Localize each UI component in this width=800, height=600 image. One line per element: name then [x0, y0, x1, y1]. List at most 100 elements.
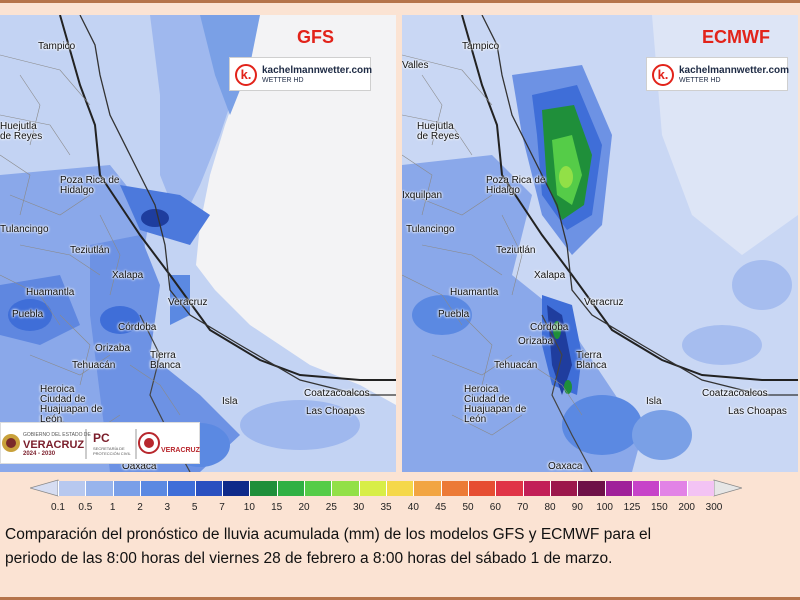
legend-swatch — [331, 481, 359, 496]
legend-swatch — [686, 481, 714, 496]
city-ixquilpan: Ixquilpan — [402, 190, 443, 201]
legend-swatch — [221, 481, 250, 496]
caption-line-2: periodo de las 8:00 horas del viernes 28… — [5, 550, 613, 567]
kachelmann-k-icon: k. — [235, 64, 257, 86]
legend-swatch — [440, 481, 468, 496]
city-huamantla: Huamantla — [450, 287, 499, 298]
legend-swatch — [413, 481, 441, 496]
city-teziutlan: Teziutlán — [70, 245, 110, 256]
legend-swatch — [631, 481, 660, 496]
legend-labels: 0.1 0.5 1 2 3 5 7 10 15 20 25 30 35 40 45 50 60 70 80 90 100… — [51, 502, 722, 516]
legend-swatch — [303, 481, 332, 496]
legend-swatch — [385, 481, 414, 496]
city-tulancingo: Tulancingo — [0, 224, 49, 235]
legend-label: 300 — [705, 502, 723, 513]
legend-label: 80 — [544, 502, 556, 513]
legend-label: 60 — [489, 502, 501, 513]
ecmwf-title: ECMWF — [702, 27, 770, 47]
city-orizaba: Orizaba — [518, 336, 554, 347]
legend-swatch — [139, 481, 168, 496]
legend-label: 3 — [164, 502, 171, 513]
city-tulancingo: Tulancingo — [406, 224, 455, 235]
city-las-choapas: Las Choapas — [306, 406, 365, 417]
legend-label: 2 — [137, 502, 143, 513]
legend-swatch — [522, 481, 550, 496]
legend-label: 0.5 — [78, 502, 93, 513]
legend-label: 25 — [325, 502, 337, 513]
legend-label: 90 — [571, 502, 583, 513]
legend-label: 70 — [517, 502, 529, 513]
city-veracruz: Veracruz — [584, 297, 624, 308]
city-tehuacan: Tehuacán — [494, 360, 538, 371]
city-oaxaca: Oaxaca — [122, 461, 157, 472]
ecmwf-precip-map — [402, 15, 798, 472]
legend-swatch — [659, 481, 687, 496]
legend-swatch — [112, 481, 140, 496]
sedena-veracruz: VERACRUZ — [161, 447, 200, 454]
legend-label: 35 — [380, 502, 392, 513]
gov-state-line: GOBIERNO DEL ESTADO DE — [23, 432, 91, 438]
city-isla: Isla — [646, 396, 662, 407]
kachelmann-logo: k. kachelmannwetter.com WETTER HD — [229, 57, 373, 91]
legend-label: 45 — [435, 502, 447, 513]
city-tierra-blanca: Tierra Blanca — [576, 350, 607, 371]
city-tehuacan: Tehuacán — [72, 360, 116, 371]
caption: Comparación del pronóstico de lluvia acu… — [5, 523, 795, 571]
legend-label: 40 — [407, 502, 419, 513]
city-huamantla: Huamantla — [26, 287, 75, 298]
city-puebla: Puebla — [438, 309, 470, 320]
city-teziutlan: Teziutlán — [496, 245, 536, 256]
legend-swatch — [276, 481, 304, 496]
city-orizaba: Orizaba — [95, 343, 131, 354]
ecmwf-map-panel[interactable]: ECMWF k. kachelmannwetter.com WETTER HD … — [402, 15, 798, 472]
city-huejutla: Huejutla de Reyes — [0, 121, 43, 142]
gov-state-name: VERACRUZ — [23, 439, 85, 451]
legend-swatch — [194, 481, 222, 496]
city-poza-rica: Poza Rica de Hidalgo — [486, 175, 546, 196]
legend-swatch — [358, 481, 386, 496]
legend-swatch — [249, 481, 277, 496]
city-poza-rica: Poza Rica de Hidalgo — [60, 175, 120, 196]
legend-swatch — [167, 481, 195, 496]
logo-subtitle: WETTER HD — [262, 77, 304, 84]
city-puebla: Puebla — [12, 309, 44, 320]
legend-label: 1 — [109, 502, 116, 513]
city-huajuapan: Heroica Ciudad de Huajuapan de León — [464, 384, 527, 425]
city-tampico: Tampico — [38, 41, 76, 52]
kachelmann-k-icon: k. — [652, 64, 674, 86]
legend-label: 100 — [596, 502, 613, 513]
gfs-map-panel[interactable]: GFS k. kachelmannwetter.com WETTER HD Ta… — [0, 15, 396, 472]
city-cordoba: Córdoba — [118, 322, 157, 333]
legend-label: 150 — [650, 502, 668, 513]
legend-swatch — [577, 481, 605, 496]
legend-swatch — [495, 481, 523, 496]
gfs-title: GFS — [297, 27, 335, 47]
legend-label: 30 — [353, 502, 365, 513]
city-veracruz: Veracruz — [168, 297, 208, 308]
logo-subtitle: WETTER HD — [679, 77, 721, 84]
gfs-precip-map — [0, 15, 396, 472]
city-tierra-blanca: Tierra Blanca — [150, 350, 181, 371]
gov-emblem-icons — [2, 429, 160, 459]
city-xalapa: Xalapa — [112, 270, 144, 281]
legend-color-scale — [58, 481, 714, 496]
legend-label: 50 — [462, 502, 474, 513]
legend-label: 7 — [219, 502, 225, 513]
legend-swatch — [604, 481, 632, 496]
legend-label: 125 — [623, 502, 641, 513]
city-coatzacoalcos: Coatzacoalcos — [304, 388, 370, 399]
legend-label: 15 — [271, 502, 283, 513]
city-isla: Isla — [222, 396, 238, 407]
city-huajuapan: Heroica Ciudad de Huajuapan de León — [40, 384, 103, 425]
city-oaxaca: Oaxaca — [548, 461, 583, 472]
legend-label: 5 — [191, 502, 198, 513]
gov-state-years: 2024 - 2030 — [23, 451, 56, 457]
legend-swatch — [467, 481, 496, 496]
precip-legend: 0.1 0.5 1 2 3 5 7 10 15 20 25 30 35 40 45 50 60 70 80 90 100… — [30, 477, 742, 517]
city-valles: Valles — [402, 60, 429, 71]
logo-domain: kachelmannwetter.com — [262, 65, 373, 76]
city-xalapa: Xalapa — [534, 270, 566, 281]
pc-subtitle: SECRETARÍA DE PROTECCIÓN CIVIL — [93, 446, 131, 456]
city-las-choapas: Las Choapas — [728, 406, 787, 417]
